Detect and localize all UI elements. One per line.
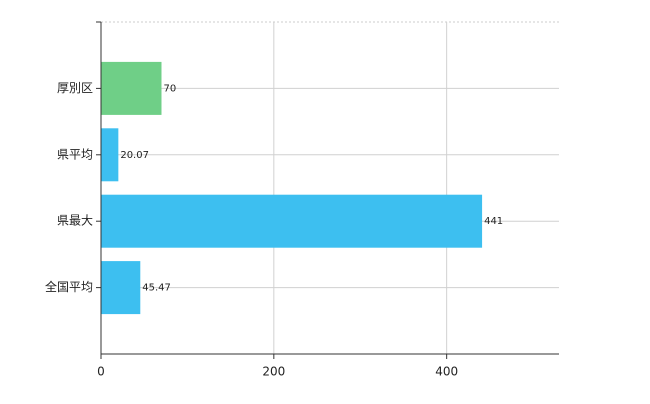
value-label: 45.47: [142, 283, 171, 294]
y-tick-label: 県平均: [57, 147, 93, 161]
y-tick-label: 全国平均: [45, 279, 93, 294]
y-tick-label: 厚別区: [57, 81, 93, 95]
x-tick-label: 200: [262, 365, 285, 379]
value-label: 20.07: [120, 150, 149, 161]
value-label: 70: [163, 83, 176, 94]
x-tick-label: 0: [97, 365, 105, 379]
bar: [101, 194, 483, 248]
x-tick-label: 400: [435, 365, 458, 379]
y-tick-label: 県最大: [57, 214, 93, 228]
bar: [101, 61, 162, 115]
bar: [101, 128, 119, 182]
value-label: 441: [484, 216, 503, 227]
bar: [101, 261, 141, 315]
